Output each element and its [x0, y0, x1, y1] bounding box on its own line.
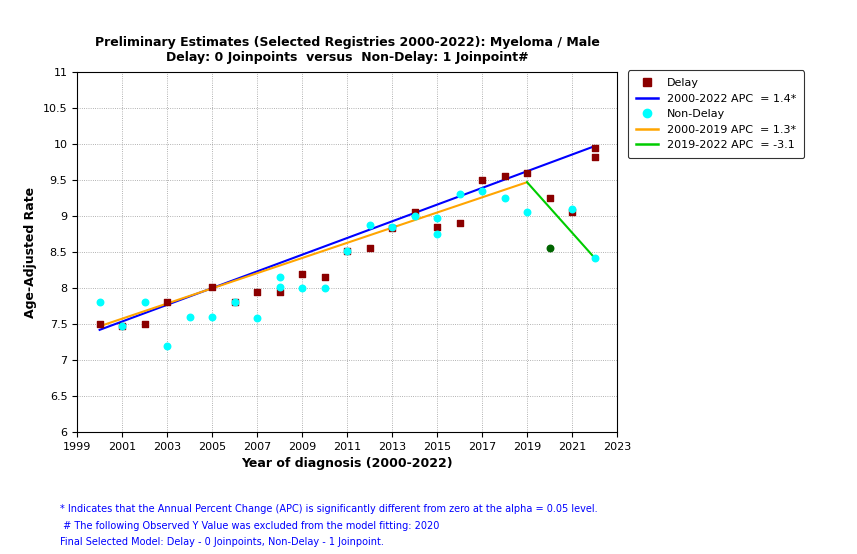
Text: # The following Observed Y Value was excluded from the model fitting: 2020: # The following Observed Y Value was exc… [60, 521, 440, 531]
Point [498, 172, 512, 181]
Point [475, 176, 488, 184]
Point [430, 213, 444, 222]
Text: Final Selected Model: Delay - 0 Joinpoints, Non-Delay - 1 Joinpoint.: Final Selected Model: Delay - 0 Joinpoin… [60, 537, 384, 547]
Text: * Indicates that the Annual Percent Change (APC) is significantly different from: * Indicates that the Annual Percent Chan… [60, 504, 597, 514]
Point [430, 230, 444, 239]
Point [228, 298, 242, 307]
Title: Preliminary Estimates (Selected Registries 2000-2022): Myeloma / Male
Delay: 0 J: Preliminary Estimates (Selected Registri… [94, 36, 600, 64]
Point [498, 194, 512, 203]
Point [385, 223, 399, 232]
Point [93, 298, 106, 307]
Point [588, 152, 602, 161]
Point [340, 246, 354, 255]
Point [273, 273, 286, 282]
Point [93, 320, 106, 329]
Point [205, 312, 219, 321]
Point [273, 288, 286, 296]
Point [138, 298, 152, 307]
Point [363, 220, 376, 229]
Point [183, 312, 196, 321]
Point [250, 288, 264, 296]
Point [295, 269, 309, 278]
Point [475, 187, 488, 196]
Point [273, 282, 286, 291]
Y-axis label: Age-Adjusted Rate: Age-Adjusted Rate [24, 187, 37, 317]
Point [160, 341, 174, 350]
Point [520, 208, 534, 217]
Point [542, 194, 556, 203]
Point [115, 322, 129, 331]
Point [588, 143, 602, 152]
Point [250, 314, 264, 323]
Point [115, 322, 129, 331]
Point [205, 282, 219, 291]
Point [542, 244, 556, 253]
X-axis label: Year of diagnosis (2000-2022): Year of diagnosis (2000-2022) [242, 458, 452, 470]
Point [340, 246, 354, 255]
Point [138, 320, 152, 329]
Point [160, 298, 174, 307]
Point [430, 223, 444, 232]
Point [566, 208, 579, 217]
Point [408, 208, 422, 217]
Point [520, 168, 534, 177]
Legend: Delay, 2000-2022 APC  = 1.4*, Non-Delay, 2000-2019 APC  = 1.3*, 2019-2022 APC  =: Delay, 2000-2022 APC = 1.4*, Non-Delay, … [628, 70, 804, 158]
Point [452, 219, 466, 228]
Point [295, 284, 309, 293]
Point [318, 284, 332, 293]
Point [385, 223, 399, 232]
Point [452, 190, 466, 199]
Point [408, 212, 422, 220]
Point [363, 243, 376, 252]
Point [318, 273, 332, 282]
Point [566, 204, 579, 213]
Point [228, 298, 242, 307]
Point [588, 253, 602, 262]
